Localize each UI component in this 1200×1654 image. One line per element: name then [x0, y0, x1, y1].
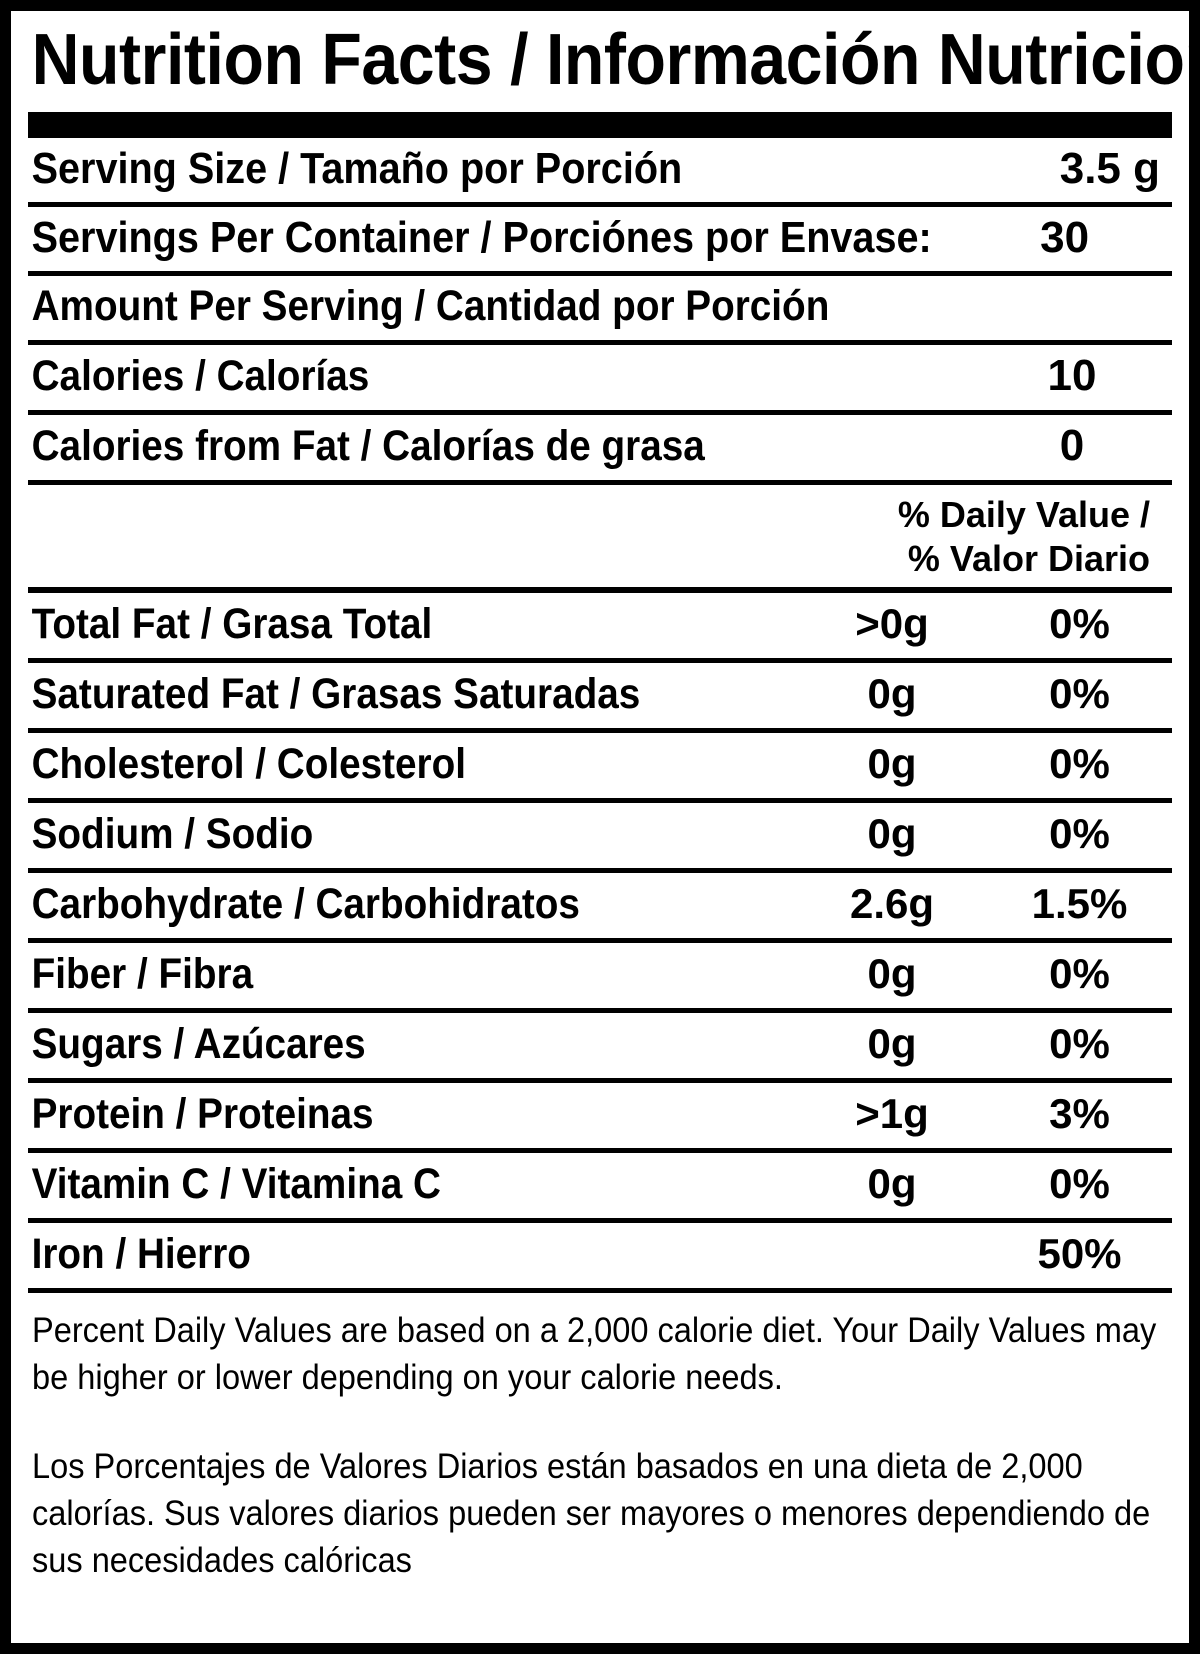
- nutrient-row: Fiber / Fibra 0g 0%: [28, 943, 1172, 1013]
- nutrient-amount: 0g: [867, 740, 917, 787]
- nutrient-daily-value: 1.5%: [1031, 880, 1128, 927]
- nutrient-label: Carbohydrate / Carbohidratos: [31, 880, 580, 928]
- calories-from-fat-value: 0: [1059, 421, 1085, 470]
- nutrient-amount: 0g: [867, 670, 917, 717]
- nutrient-amount: >0g: [855, 600, 929, 647]
- calories-from-fat-label: Calories from Fat / Calorías de grasa: [31, 422, 705, 470]
- nutrient-amount: 0g: [867, 810, 917, 857]
- daily-value-header-line2: % Valor Diario: [907, 538, 1150, 579]
- nutrient-daily-value: 0%: [1049, 670, 1110, 717]
- nutrient-daily-value: 3%: [1049, 1090, 1110, 1137]
- nutrient-amount: 0g: [867, 1160, 917, 1207]
- nutrient-amount: 2.6g: [849, 880, 935, 927]
- footnote-english: Percent Daily Values are based on a 2,00…: [32, 1311, 1157, 1397]
- servings-per-container-value: 30: [1040, 213, 1090, 262]
- servings-per-container-label: Servings Per Container / Porciónes por E…: [31, 213, 932, 262]
- nutrient-row: Carbohydrate / Carbohidratos 2.6g 1.5%: [28, 873, 1172, 943]
- daily-value-header-line1: % Daily Value /: [897, 494, 1150, 535]
- serving-size-label: Serving Size / Tamaño por Porción: [31, 144, 683, 193]
- nutrient-label: Total Fat / Grasa Total: [31, 600, 433, 648]
- nutrient-label: Iron / Hierro: [31, 1230, 251, 1278]
- label-inner: Nutrition Facts / Información Nutriciona…: [11, 11, 1189, 1643]
- nutrient-row: Vitamin C / Vitamina C 0g 0%: [28, 1153, 1172, 1223]
- nutrient-label: Protein / Proteinas: [31, 1090, 374, 1138]
- nutrient-amount: 0g: [867, 950, 917, 997]
- nutrient-daily-value: 0%: [1049, 1020, 1110, 1067]
- servings-per-container-row: Servings Per Container / Porciónes por E…: [28, 207, 1172, 276]
- nutrient-daily-value: 0%: [1049, 740, 1110, 787]
- calories-value: 10: [1047, 351, 1097, 400]
- calories-label: Calories / Calorías: [31, 352, 370, 400]
- daily-value-header: % Daily Value / % Valor Diario: [28, 485, 1172, 593]
- nutrient-row: Cholesterol / Colesterol 0g 0%: [28, 733, 1172, 803]
- nutrient-daily-value: 0%: [1049, 1160, 1110, 1207]
- nutrient-row: Total Fat / Grasa Total >0g 0%: [28, 593, 1172, 663]
- nutrient-row: Saturated Fat / Grasas Saturadas 0g 0%: [28, 663, 1172, 733]
- serving-size-value: 3.5 g: [1059, 144, 1160, 193]
- calories-row: Calories / Calorías 10: [28, 345, 1172, 415]
- nutrient-daily-value: 50%: [1037, 1230, 1122, 1277]
- nutrient-row: Iron / Hierro 50%: [28, 1223, 1172, 1293]
- amount-per-serving-row: Amount Per Serving / Cantidad por Porció…: [28, 276, 1172, 345]
- calories-from-fat-row: Calories from Fat / Calorías de grasa 0: [28, 415, 1172, 485]
- nutrient-daily-value: 0%: [1049, 950, 1110, 997]
- nutrient-label: Sodium / Sodio: [31, 810, 314, 858]
- nutrient-rows: Total Fat / Grasa Total >0g 0% Saturated Fa…: [28, 593, 1172, 1293]
- nutrient-label: Saturated Fat / Grasas Saturadas: [31, 670, 641, 718]
- nutrient-amount: >1g: [855, 1090, 929, 1137]
- nutrient-row: Sugars / Azúcares 0g 0%: [28, 1013, 1172, 1083]
- nutrient-row: Sodium / Sodio 0g 0%: [28, 803, 1172, 873]
- nutrient-label: Sugars / Azúcares: [31, 1020, 366, 1068]
- footnotes: Percent Daily Values are based on a 2,00…: [28, 1293, 1172, 1584]
- serving-size-row: Serving Size / Tamaño por Porción 3.5 g: [28, 138, 1172, 207]
- nutrient-label: Cholesterol / Colesterol: [31, 740, 467, 788]
- nutrient-daily-value: 0%: [1049, 600, 1110, 647]
- title-divider-bar: [28, 112, 1172, 138]
- footnote-spanish: Los Porcentajes de Valores Diarios están…: [32, 1447, 1151, 1580]
- nutrient-label: Vitamin C / Vitamina C: [31, 1160, 441, 1208]
- nutrient-label: Fiber / Fibra: [31, 950, 254, 998]
- nutrient-amount: 0g: [867, 1020, 917, 1067]
- nutrient-row: Protein / Proteinas >1g 3%: [28, 1083, 1172, 1153]
- nutrient-daily-value: 0%: [1049, 810, 1110, 857]
- page-title: Nutrition Facts / Información Nutriciona…: [31, 20, 1200, 100]
- amount-per-serving-label: Amount Per Serving / Cantidad por Porció…: [31, 282, 830, 330]
